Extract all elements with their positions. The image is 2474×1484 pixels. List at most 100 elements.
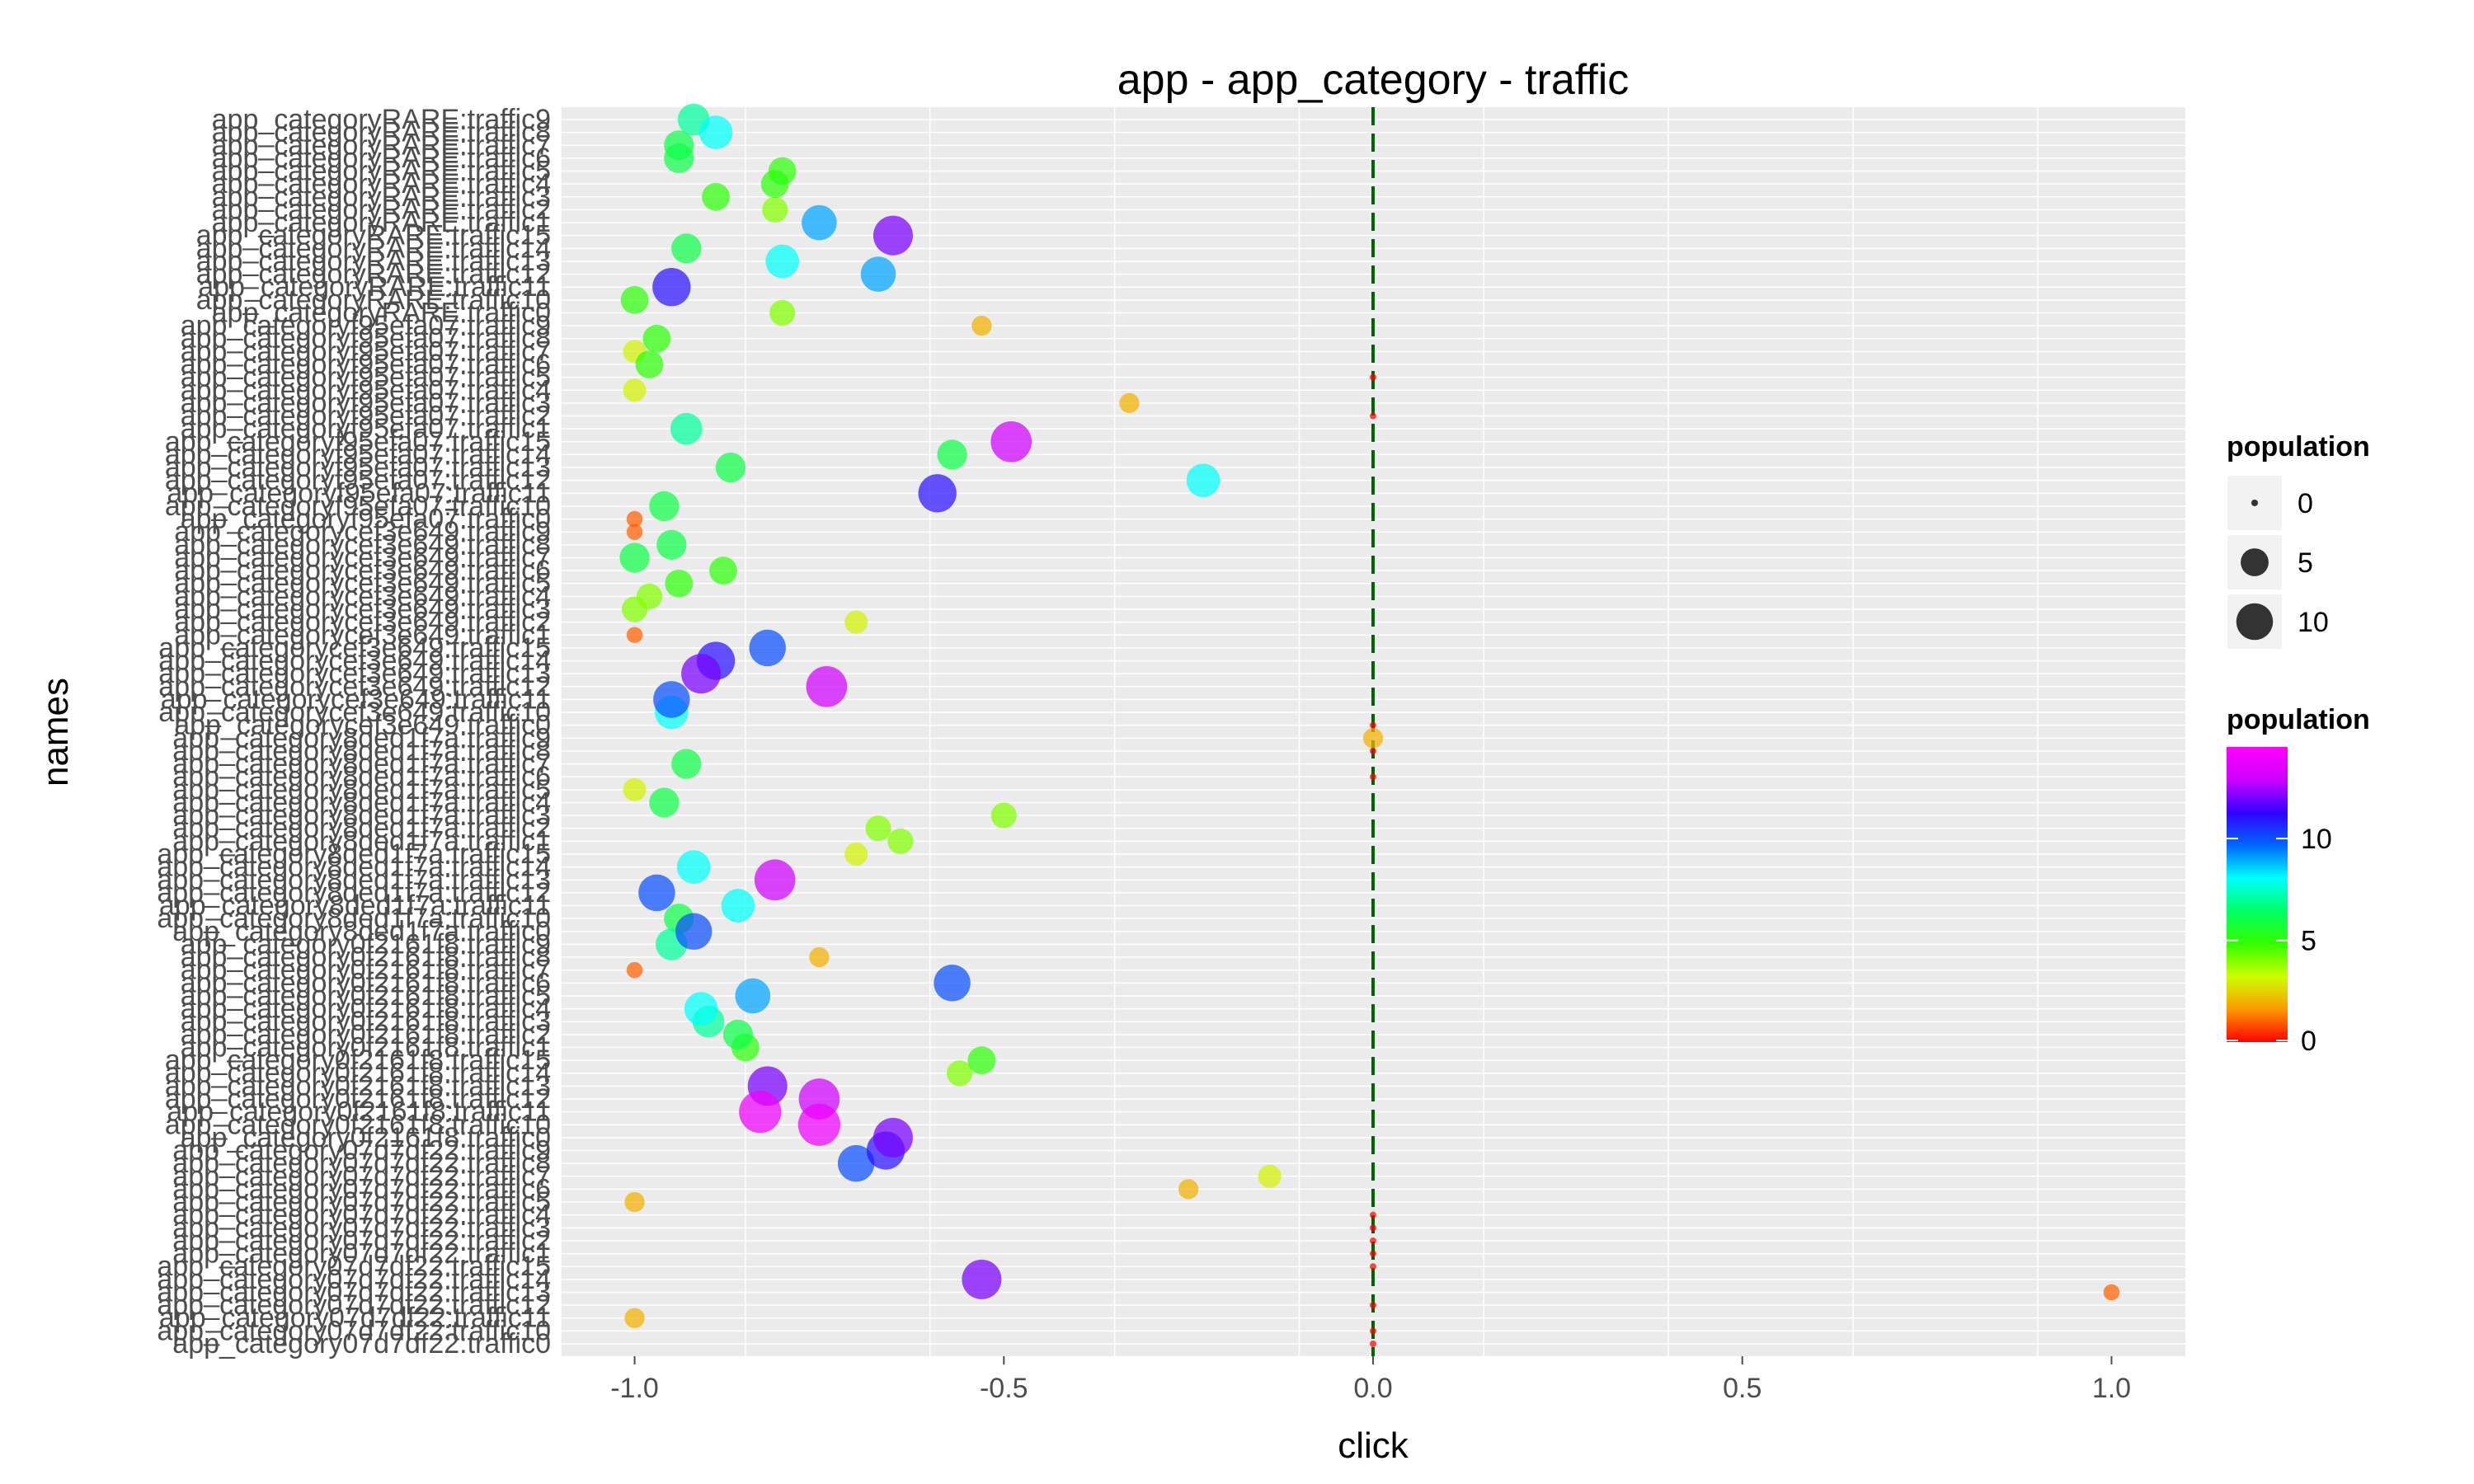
data-point [623,777,647,801]
y-tick-label: app_categorycef3e649:traffic11 [161,683,551,715]
y-tick-label: app_category07d7df22:traffic6 [172,1173,551,1205]
data-point [670,412,703,445]
data-point [1370,1327,1376,1335]
y-tick-label: app_categorycef3e649:traffic2 [174,607,551,638]
x-tick-label: 1.0 [2092,1373,2131,1404]
y-tick-label: app_categoryf95efa07:traffic4 [181,374,551,406]
y-tick-label: app_categorycef3e649:traffic14 [158,646,551,677]
data-point [1370,373,1376,381]
y-tick-label: app_categorycef3e649:traffic10 [158,697,551,728]
y-tick-labels: app_categoryRARE:traffic9app_categoryRAR… [157,104,551,1360]
y-tick-label: app_category8ded1f7a:traffic1 [172,825,551,857]
y-tick-label: app_category0f2161f8:traffic12 [165,1083,551,1115]
y-tick-label: app_categorycef3e649:traffic9 [174,516,551,547]
data-point [837,1144,875,1182]
data-point [872,1117,913,1158]
y-tick-label: app_category8ded1f7a:traffic14 [157,852,551,883]
y-axis-title: names [35,678,76,787]
data-point [624,1191,645,1213]
data-point [1178,1179,1199,1200]
y-tick-label: app_category07d7df22:traffic7 [172,1161,551,1192]
data-point [652,268,691,307]
y-tick-label: app_categorycef3e649:traffic5 [174,568,551,599]
x-tick-label: -0.5 [980,1373,1028,1404]
y-tick-label: app_category0f2161f8:traffic9 [181,928,551,960]
data-point [664,143,694,174]
y-tick-label: app_categorycef3e649:traffic1 [174,619,551,650]
y-tick-label: app_categoryf95efa07:traffic12 [165,465,551,496]
data-point [872,215,913,256]
data-point [967,1046,996,1075]
y-tick-label: app_category07d7df22:traffic12 [157,1289,551,1321]
y-tick-label: app_category0f2161f8:traffic8 [181,942,551,973]
y-tick-label: app_categoryRARE:traffic12 [196,259,551,290]
y-tick-label: app_categoryRARE:traffic8 [212,117,551,148]
data-point [1370,1263,1376,1270]
y-tick-label: app_category07d7df22:traffic8 [172,1148,551,1179]
data-point [937,439,967,470]
data-point [709,556,737,585]
data-point [1370,412,1376,420]
data-point [946,1060,973,1087]
y-tick-label: app_categoryf95efa07:traffic15 [165,426,551,458]
y-tick-label: app_category07d7df22:traffic3 [172,1212,551,1243]
data-point [962,1259,1002,1299]
y-tick-label: app_category07d7df22:traffic0 [172,1328,551,1360]
size-legend-title: population [2227,431,2370,463]
data-point [623,378,647,402]
x-tick-labels: -1.0 -0.5 0.0 0.5 1.0 [610,1356,2131,1404]
y-tick-label: app_categoryf95efa07:traffic1 [181,413,551,444]
y-tick-label: app_categoryRARE:traffic13 [196,246,551,277]
y-tick-label: app_categorycef3e649:traffic4 [174,580,551,612]
x-tick-label: -1.0 [610,1373,659,1404]
data-point [653,681,690,718]
data-point [1186,463,1221,498]
data-point [1370,747,1376,754]
data-point [702,182,730,211]
data-point [844,610,868,634]
data-point [934,965,971,1002]
y-tick-label: app_categoryf95efa07:traffic14 [165,439,551,470]
size-legend-label: 0 [2298,488,2313,519]
x-tick-label: 0.0 [1353,1373,1392,1404]
y-tick-label: app_category8ded1f7a:traffic2 [172,813,551,844]
size-legend-dot [2236,603,2274,641]
data-point [1370,1224,1376,1232]
y-tick-label: app_categoryRARE:traffic1 [212,207,551,238]
y-tick-label: app_category8ded1f7a:traffic15 [157,838,551,870]
y-tick-label: app_categoryf95efa07:traffic7 [181,336,551,367]
data-point [1370,1250,1376,1257]
data-point [684,992,718,1026]
data-point [1119,392,1140,414]
data-point [809,946,830,968]
y-tick-label: app_categoryf95efa07:traffic9 [181,310,551,341]
data-point [769,299,796,326]
data-point [2103,1284,2120,1301]
y-tick-label: app_categoryf95efa07:traffic2 [181,401,551,432]
colorbar-tick-label: 10 [2301,824,2332,855]
y-tick-label: app_categoryRARE:traffic15 [196,220,551,251]
y-tick-label: app_category0f2161f8:traffic13 [165,1070,551,1101]
y-tick-label: app_categoryf95efa07:traffic11 [167,477,551,509]
y-tick-label: app_categoryRARE:traffic7 [212,129,551,161]
y-tick-label: app_categoryRARE:traffic4 [212,168,551,200]
y-tick-label: app_categoryRARE:traffic5 [212,156,551,187]
data-point [626,961,643,979]
data-point [635,350,664,378]
data-point [1370,721,1376,729]
size-legend-items: 0 5 10 [2226,474,2329,650]
y-tick-label: app_category0f2161f8:traffic14 [165,1058,551,1089]
y-tick-label: app_category0f2161f8:traffic7 [181,955,551,986]
y-tick-label: app_category0f2161f8:traffic2 [181,1019,551,1050]
data-point [865,815,891,842]
y-tick-label: app_category07d7df22:traffic4 [172,1200,551,1231]
y-tick-label: app_categorycef3e649:traffic8 [174,529,551,561]
y-tick-label: app_category0f2161f8:traffic1 [181,1031,551,1063]
y-tick-label: app_category0f2161f8:traffic11 [167,1097,551,1128]
data-point [721,889,755,923]
colorbar-tick-label: 0 [2301,1026,2316,1057]
data-points [619,103,2120,1347]
data-point [671,749,702,779]
